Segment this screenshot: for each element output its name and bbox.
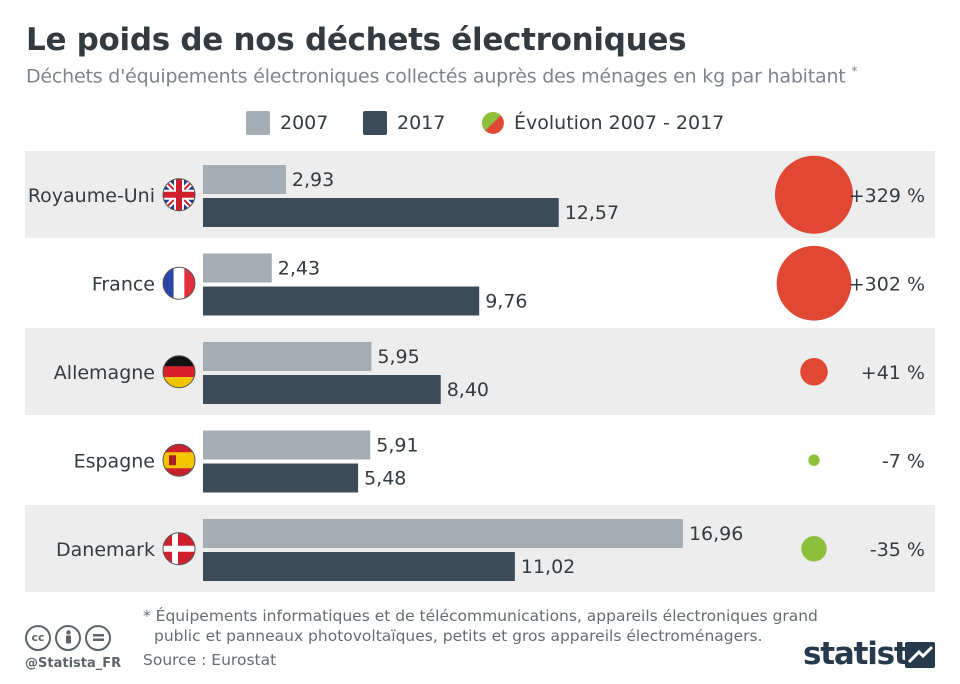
value-label-2007-danemark: 16,96 [689,523,743,545]
bar-2007-france [203,253,272,283]
footnote: * Équipements informatiques et de téléco… [143,606,823,646]
flag-icon-uk [162,178,196,212]
subtitle-text: Déchets d'équipements électroniques coll… [26,65,846,88]
value-label-2017-danemark: 11,02 [521,556,575,578]
chart-row-france: France 2,43 9,76 +302 % [92,245,925,321]
evolution-bubble-danemark [801,536,827,562]
nd-icon [85,625,111,651]
flag-icon-germany [162,355,196,389]
evolution-bubble-espagne [808,454,820,466]
bar-2017-espagne [203,463,359,493]
social-handle: @Statista_FR [25,656,122,671]
value-label-2017-royaume-uni: 12,57 [565,202,619,224]
bar-2017-royaume-uni [203,198,559,227]
evolution-bubble-france [776,245,852,321]
evolution-label-royaume-uni: +329 % [849,185,925,207]
license-icons[interactable]: cc [25,625,111,651]
value-label-2017-france: 9,76 [485,291,527,313]
subtitle-marker: * [851,64,858,78]
statista-logo-icon [905,642,935,668]
evolution-bubble-royaume-uni [775,155,853,234]
category-label-allemagne: Allemagne [54,362,155,384]
bar-chart: Royaume-Uni 2,93 12,57 +329 % France 2,43 9,76… [25,151,935,592]
category-label-royaume-uni: Royaume-Uni [28,185,155,207]
flag-icon-france [162,266,196,300]
value-label-2007-allemagne: 5,95 [377,346,419,368]
value-label-2007-royaume-uni: 2,93 [292,169,334,191]
value-label-2007-espagne: 5,91 [376,435,418,457]
source-note: Source : Eurostat [143,651,277,669]
legend-swatch-2017 [363,111,387,135]
chart-title: Le poids de nos déchets électroniques [26,22,687,58]
evolution-label-espagne: -7 % [882,450,925,472]
chart-row-espagne: Espagne 5,91 5,48 -7 % [74,430,925,493]
row-band-allemagne [25,328,935,415]
legend-swatch-2007 [246,111,270,135]
legend-label-evolution: Évolution 2007 - 2017 [514,112,725,134]
legend-swatch-evolution [482,112,504,134]
legend-label-2007: 2007 [280,112,329,134]
value-label-2007-france: 2,43 [278,258,320,280]
legend-item-evolution: Évolution 2007 - 2017 [482,110,724,136]
footnote-line-1: * Équipements informatiques et de téléco… [143,607,818,625]
bar-2007-danemark [203,519,683,548]
flag-icon-spain [162,443,196,477]
cc-icon: cc [25,625,51,651]
bar-2007-espagne [203,430,371,460]
category-label-france: France [92,273,155,295]
chart-subtitle: Déchets d'équipements électroniques coll… [26,64,857,87]
bar-2007-royaume-uni [203,165,286,194]
bar-2017-danemark [203,552,515,581]
category-label-espagne: Espagne [74,450,155,472]
footnote-line-2: public et panneaux photovoltaïques, peti… [154,627,763,645]
evolution-label-danemark: -35 % [870,539,925,561]
legend-label-2017: 2017 [397,112,446,134]
bar-2017-allemagne [203,375,441,404]
legend-item-2007: 2007 [246,110,328,136]
legend-item-2017: 2017 [363,110,445,136]
value-label-2017-espagne: 5,48 [364,468,406,490]
chart-row-allemagne: Allemagne 5,95 8,40 +41 % [25,328,935,415]
evolution-bubble-allemagne [800,357,828,386]
flag-icon-denmark [162,532,196,566]
chart-row-danemark: Danemark 16,96 11,02 -35 % [25,505,935,592]
value-label-2017-allemagne: 8,40 [447,379,489,401]
by-icon [55,625,81,651]
bar-2017-france [203,286,480,316]
evolution-label-allemagne: +41 % [861,362,925,384]
evolution-label-france: +302 % [849,273,925,295]
chart-row-royaume-uni: Royaume-Uni 2,93 12,57 +329 % [25,151,935,238]
bar-2007-allemagne [203,342,372,371]
category-label-danemark: Danemark [56,539,155,561]
